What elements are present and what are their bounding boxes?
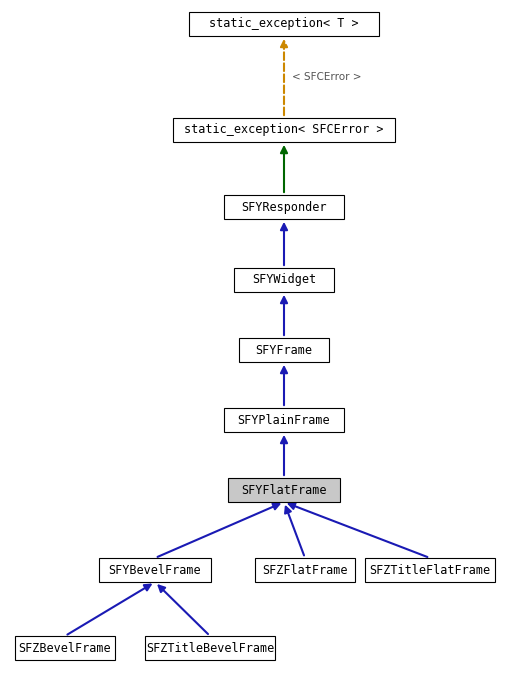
FancyBboxPatch shape <box>145 636 275 660</box>
Text: SFYWidget: SFYWidget <box>252 274 316 287</box>
FancyBboxPatch shape <box>365 558 495 582</box>
FancyBboxPatch shape <box>234 268 334 292</box>
FancyBboxPatch shape <box>228 478 340 502</box>
FancyBboxPatch shape <box>15 636 115 660</box>
FancyBboxPatch shape <box>224 195 344 219</box>
Text: SFYFrame: SFYFrame <box>256 344 312 356</box>
Text: SFYPlainFrame: SFYPlainFrame <box>238 413 330 427</box>
FancyBboxPatch shape <box>173 118 395 142</box>
Text: < SFCError >: < SFCError > <box>292 72 362 82</box>
Text: SFZTitleBevelFrame: SFZTitleBevelFrame <box>146 642 274 654</box>
FancyBboxPatch shape <box>239 338 329 362</box>
FancyBboxPatch shape <box>99 558 211 582</box>
FancyBboxPatch shape <box>255 558 355 582</box>
Text: SFYBevelFrame: SFYBevelFrame <box>109 564 201 576</box>
Text: SFZTitleFlatFrame: SFZTitleFlatFrame <box>369 564 491 576</box>
FancyBboxPatch shape <box>189 12 379 36</box>
Text: static_exception< SFCError >: static_exception< SFCError > <box>184 123 384 136</box>
FancyBboxPatch shape <box>224 408 344 432</box>
Text: SFZBevelFrame: SFZBevelFrame <box>19 642 111 654</box>
Text: static_exception< T >: static_exception< T > <box>209 17 359 31</box>
Text: SFYResponder: SFYResponder <box>241 200 327 214</box>
Text: SFYFlatFrame: SFYFlatFrame <box>241 484 327 496</box>
Text: SFZFlatFrame: SFZFlatFrame <box>262 564 348 576</box>
